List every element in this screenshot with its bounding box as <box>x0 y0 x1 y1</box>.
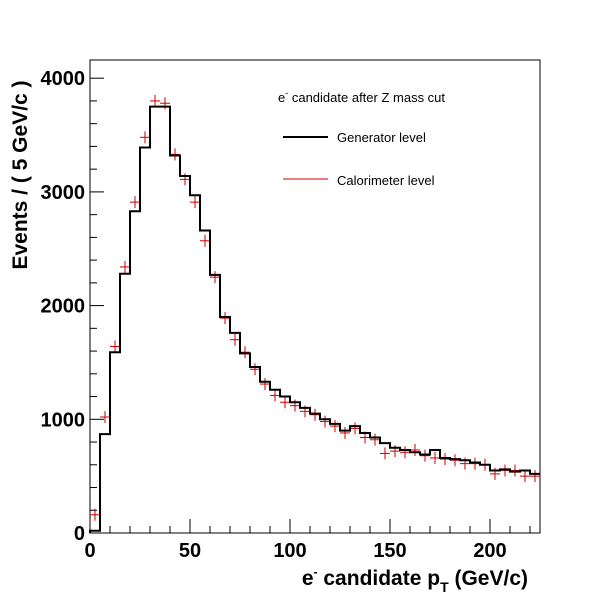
calorimeter-point <box>440 453 450 466</box>
calorimeter-series <box>90 94 540 521</box>
y-axis-title: Events / ( 5 GeV/c ) <box>9 80 32 269</box>
y-tick-label: 3000 <box>41 182 86 204</box>
y-tick-label: 0 <box>74 523 85 545</box>
legend-calorimeter-label: Calorimeter level <box>337 173 435 188</box>
calorimeter-point <box>90 508 100 521</box>
calorimeter-point <box>200 234 210 247</box>
calorimeter-point <box>220 312 230 325</box>
calorimeter-point <box>150 94 160 107</box>
x-axis-ticks <box>89 519 531 533</box>
x-axis-title: e- candidate pT (GeV/c) <box>302 565 528 595</box>
calorimeter-point <box>500 464 510 477</box>
calorimeter-point <box>190 196 200 209</box>
x-tick-label: 150 <box>373 540 406 562</box>
calorimeter-point <box>260 378 270 391</box>
calorimeter-point <box>380 447 390 460</box>
calorimeter-point <box>110 340 120 353</box>
legend-generator-label: Generator level <box>337 130 426 145</box>
calorimeter-point <box>320 415 330 428</box>
calorimeter-point <box>240 346 250 359</box>
calorimeter-point <box>250 363 260 376</box>
calorimeter-point <box>410 443 420 456</box>
x-tick-label: 100 <box>273 540 306 562</box>
calorimeter-point <box>520 470 530 483</box>
y-tick-label: 2000 <box>41 296 86 318</box>
calorimeter-point <box>400 446 410 459</box>
legend: e- candidate after Z mass cut Generator … <box>278 88 445 188</box>
legend-header: e- candidate after Z mass cut <box>278 88 445 105</box>
calorimeter-point <box>100 411 110 424</box>
calorimeter-point <box>350 422 360 435</box>
calorimeter-point <box>170 148 180 161</box>
y-tick-label: 4000 <box>41 68 86 90</box>
calorimeter-point <box>210 271 220 284</box>
y-tick-labels: 0 1000 2000 3000 4000 <box>41 68 86 545</box>
calorimeter-point <box>450 454 460 467</box>
calorimeter-point <box>470 457 480 470</box>
plot-frame <box>89 59 541 534</box>
calorimeter-point <box>370 433 380 446</box>
calorimeter-point <box>120 260 130 273</box>
calorimeter-point <box>280 396 290 409</box>
y-axis-ticks <box>90 77 104 534</box>
calorimeter-point <box>270 389 280 402</box>
x-tick-label: 50 <box>179 540 201 562</box>
calorimeter-point <box>510 464 520 477</box>
calorimeter-point <box>430 451 440 464</box>
calorimeter-point <box>140 131 150 144</box>
calorimeter-point <box>340 426 350 439</box>
calorimeter-point <box>230 333 240 346</box>
calorimeter-point <box>310 408 320 421</box>
calorimeter-point <box>530 470 540 483</box>
x-tick-label: 200 <box>473 540 506 562</box>
x-tick-label: 0 <box>84 540 95 562</box>
calorimeter-point <box>130 196 140 209</box>
calorimeter-point <box>420 449 430 462</box>
x-tick-labels: 0 50 100 150 200 <box>84 540 506 562</box>
y-tick-label: 1000 <box>41 409 86 431</box>
generator-series-line <box>89 105 540 533</box>
calorimeter-point <box>330 420 340 433</box>
